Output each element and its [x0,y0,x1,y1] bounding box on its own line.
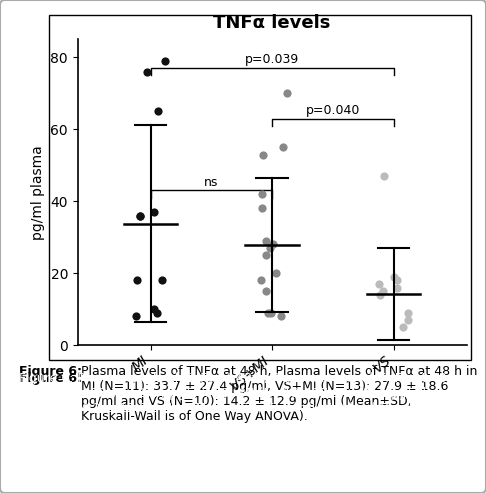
Point [376,280,383,288]
Text: Plasma levels of TNFα at 48 h, Plasma levels of TNFα at 48 h in MI (N=11): 33.7 : Plasma levels of TNFα at 48 h, Plasma le… [81,365,477,423]
Point [262,237,270,245]
Text: ns: ns [204,176,219,189]
Point [150,305,158,313]
Point [399,323,407,331]
Point [143,68,151,76]
Point [258,190,266,198]
Point [264,309,272,317]
Point [133,277,140,284]
Text: Figure 6:: Figure 6: [19,365,87,378]
Text: Figure 6:: Figure 6: [19,372,87,385]
Text: p=0.040: p=0.040 [306,104,360,117]
Point [132,313,139,320]
Point [279,143,287,151]
Point [393,277,400,284]
Title: TNFα levels: TNFα levels [213,14,331,33]
Point [380,172,388,180]
Point [161,57,169,65]
Point [261,251,269,259]
Point [283,89,291,97]
Point [390,273,398,281]
Point [261,287,269,295]
Point [267,309,275,317]
Point [154,309,161,317]
Point [136,211,144,219]
Point [257,277,265,284]
Y-axis label: pg/ml plasma: pg/ml plasma [31,145,45,240]
Text: p=0.039: p=0.039 [245,53,299,67]
Point [259,150,267,158]
Point [266,244,274,252]
Point [136,211,144,219]
Point [393,283,401,291]
Point [269,241,277,248]
Point [272,269,279,277]
Point [376,291,384,299]
Point [158,277,166,284]
Point [154,107,162,115]
Point [404,316,412,324]
Text: Figure 6: Plasma levels of TNFα at 48 h, Plasma levels of TNFα at 48 h in MI (N=: Figure 6: Plasma levels of TNFα at 48 h,… [19,372,475,430]
Point [258,205,266,212]
Point [278,313,285,320]
Point [150,208,157,216]
Point [380,287,387,295]
Point [404,309,412,317]
